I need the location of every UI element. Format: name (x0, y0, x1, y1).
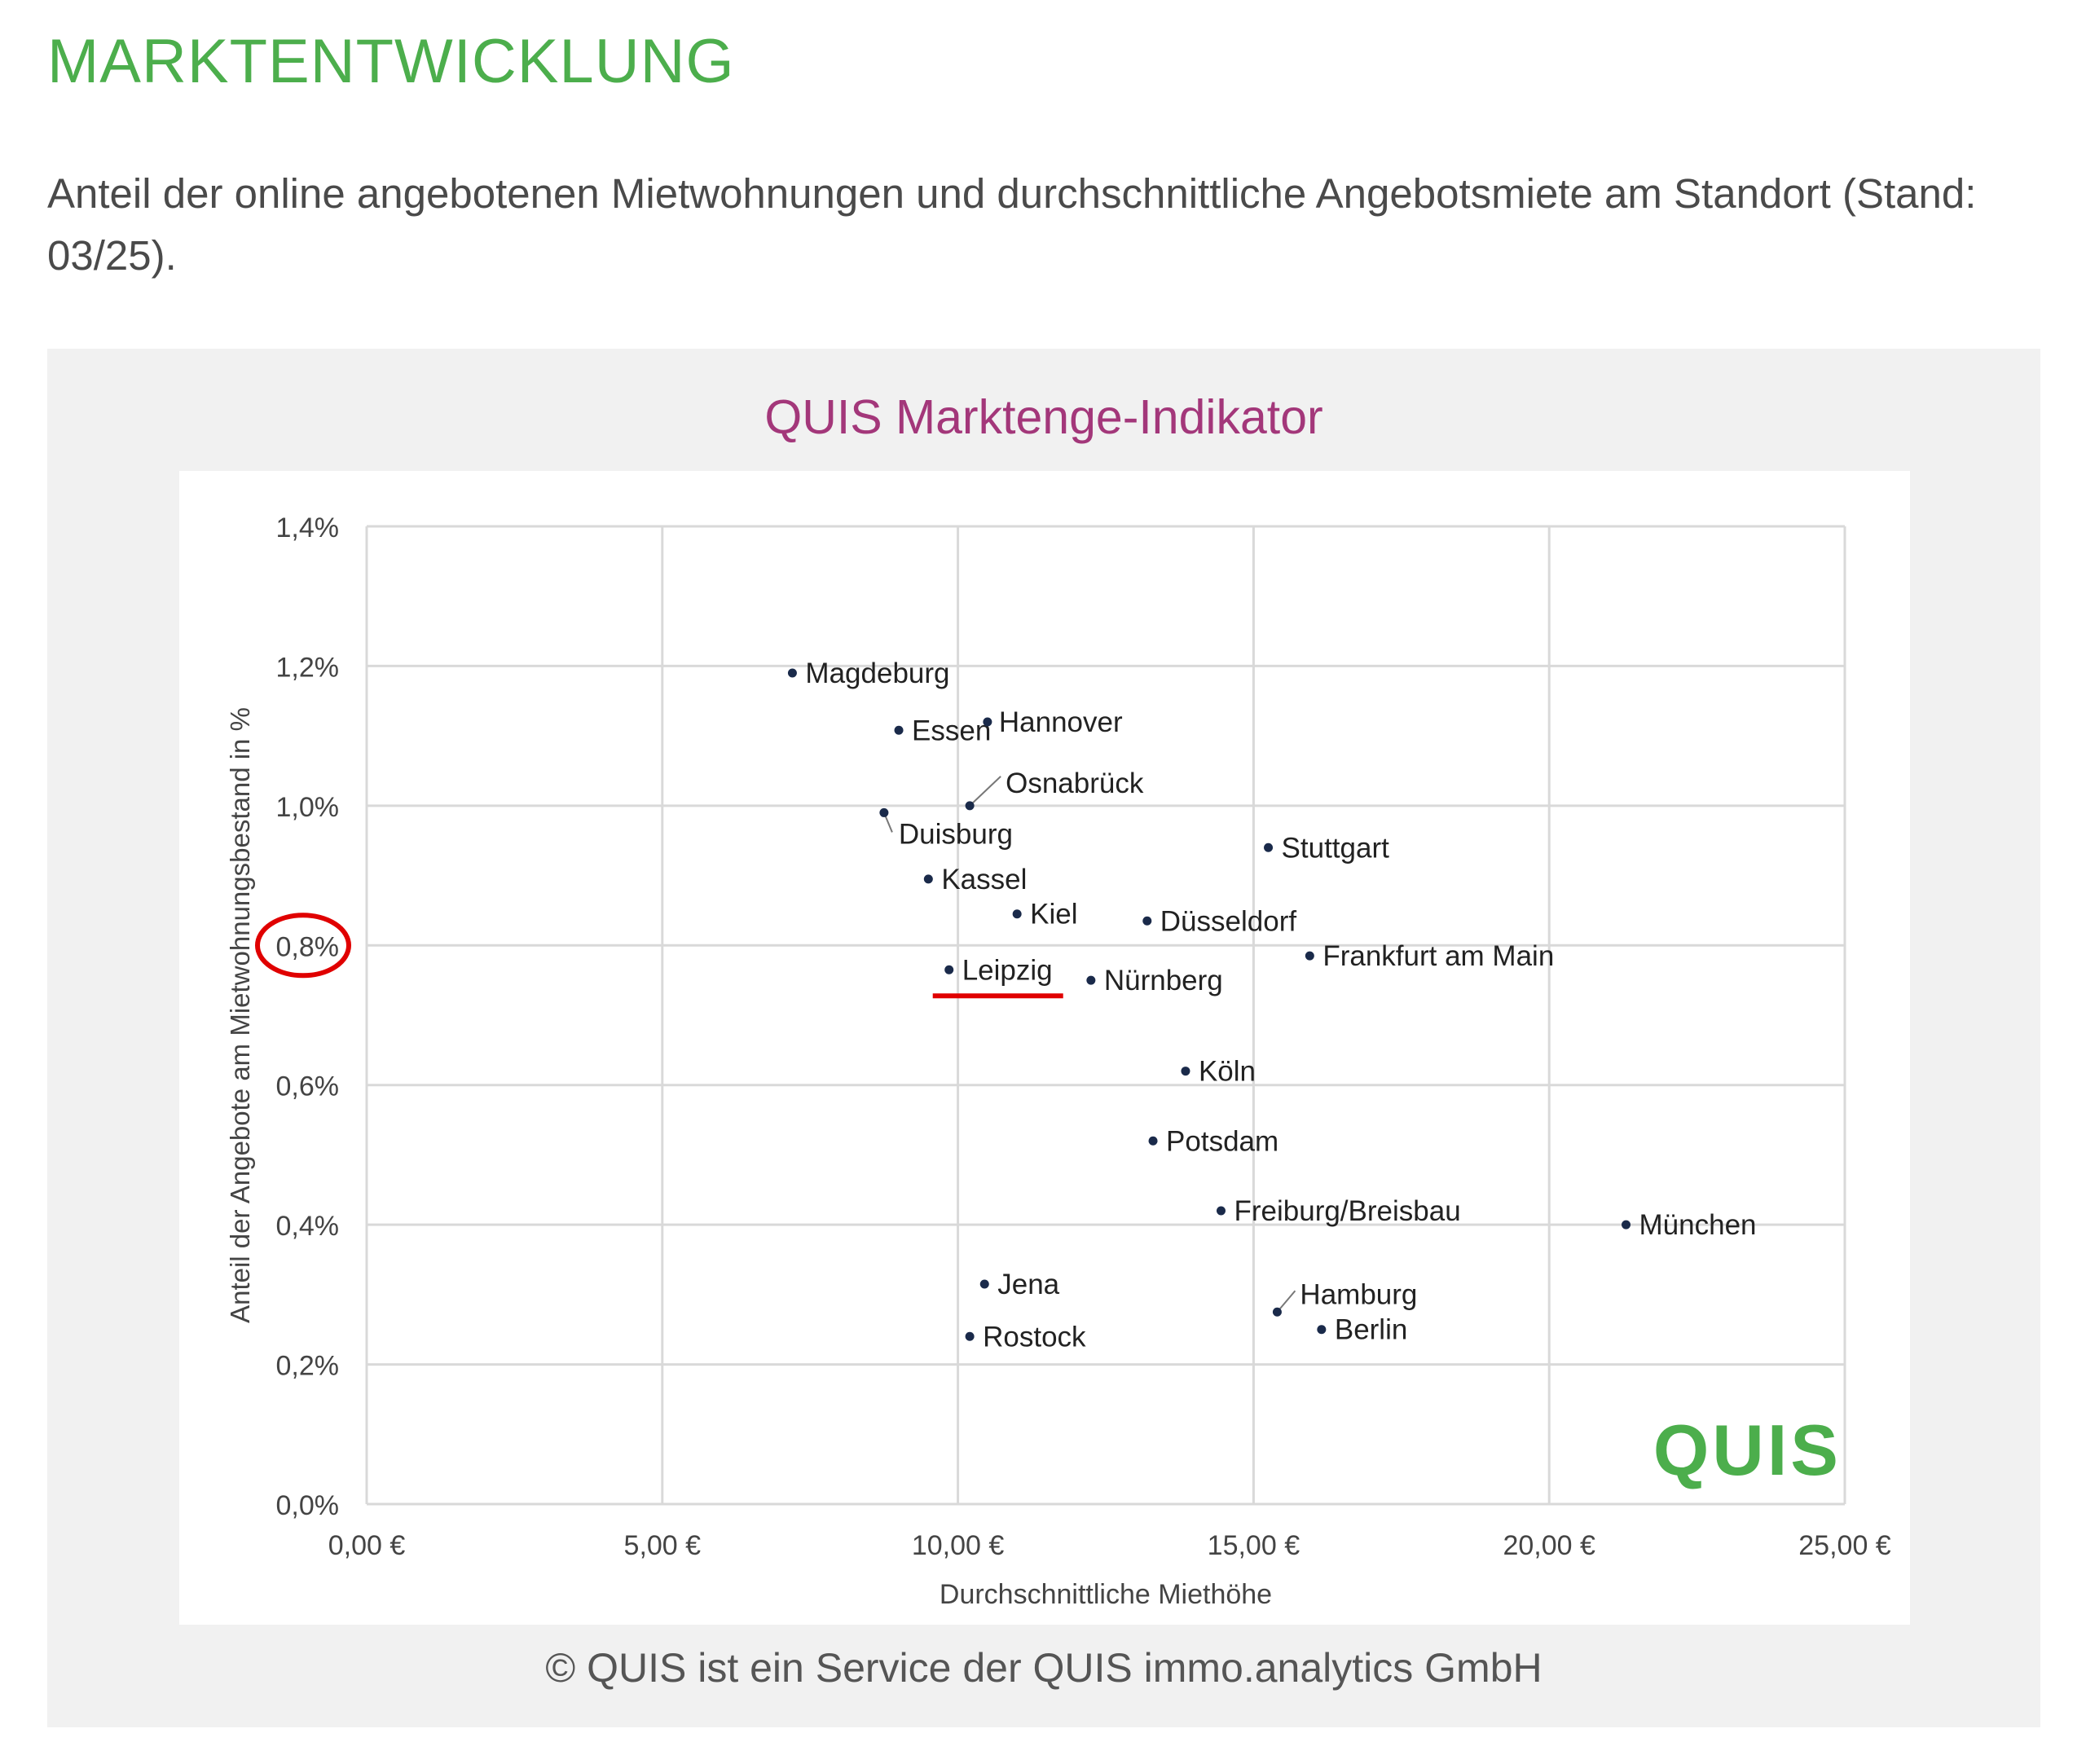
point-label: Kiel (1030, 899, 1077, 930)
y-tick-label: 1,4% (276, 512, 340, 543)
data-point (1264, 842, 1274, 852)
y-axis-title: Anteil der Angebote am Mietwohnungsbesta… (225, 707, 255, 1323)
y-tick-label: 0,0% (276, 1490, 340, 1521)
data-point (965, 1331, 975, 1341)
x-tick-label: 15,00 € (1208, 1530, 1300, 1561)
y-tick-label: 0,4% (276, 1211, 340, 1242)
data-point (979, 1279, 989, 1289)
y-tick-label: 0,2% (276, 1351, 340, 1382)
x-tick-label: 20,00 € (1503, 1530, 1595, 1561)
leader-line (1276, 1290, 1296, 1313)
point-label: Leipzig (962, 954, 1053, 986)
page-heading: MARKTENTWICKLUNG (47, 27, 735, 96)
x-tick-label: 5,00 € (624, 1530, 702, 1561)
point-label: Rostock (983, 1321, 1086, 1353)
data-point (1305, 951, 1314, 961)
data-point (1317, 1325, 1327, 1335)
data-point (1086, 975, 1096, 985)
point-label: Berlin (1335, 1314, 1407, 1346)
x-tick-label: 10,00 € (912, 1530, 1005, 1561)
highlight-circle (255, 913, 351, 979)
point-label: Jena (997, 1269, 1059, 1300)
y-tick-label: 1,0% (276, 792, 340, 823)
point-label: Nürnberg (1104, 965, 1223, 996)
point-label: Osnabrück (1006, 768, 1144, 799)
quis-logo: QUIS (1653, 1410, 1842, 1490)
point-label: Stuttgart (1282, 832, 1390, 864)
scatter-chart: 0,0% 0,2% 0,4% 0,6% 0,8% 1,0% 1,2% 1,4% 0,00 € 5,… (225, 512, 1891, 1610)
y-tick-label: 0,6% (276, 1071, 340, 1102)
leader-line (969, 776, 1001, 807)
point-label: Hamburg (1300, 1278, 1417, 1310)
data-point (1148, 1136, 1158, 1146)
x-axis-title: Durchschnittliche Miethöhe (940, 1579, 1272, 1610)
chart-title: QUIS Marktenge-Indikator (764, 390, 1323, 444)
data-point (1142, 916, 1152, 926)
data-point (965, 801, 975, 811)
point-label: Düsseldorf (1160, 905, 1297, 937)
data-point (1012, 909, 1022, 919)
data-point (923, 874, 933, 884)
data-point (1181, 1067, 1190, 1076)
data-point (787, 668, 797, 678)
data-point (944, 965, 954, 974)
y-tick-label: 1,2% (276, 652, 340, 683)
point-label: Duisburg (899, 818, 1013, 850)
point-label: Potsdam (1166, 1125, 1278, 1157)
point-label: Magdeburg (805, 658, 949, 689)
data-point (879, 807, 889, 817)
data-point (1622, 1220, 1631, 1230)
data-point (1272, 1307, 1282, 1317)
intro-text: Anteil der online angebotenen Mietwohnun… (47, 170, 1977, 279)
data-point (894, 725, 904, 735)
x-tick-label: 25,00 € (1798, 1530, 1891, 1561)
point-label: Freiburg/Breisbau (1234, 1195, 1460, 1227)
point-label: Frankfurt am Main (1322, 940, 1554, 972)
y-tick-label: 0,8% (276, 931, 340, 962)
plot-area: 0,0% 0,2% 0,4% 0,6% 0,8% 1,0% 1,2% 1,4% 0,00 € 5,… (179, 471, 1910, 1625)
point-label: Essen (912, 715, 991, 746)
data-point (1216, 1206, 1226, 1216)
chart-panel: QUIS Marktenge-Indikator 0,0% 0,2% 0,4% 0,6… (47, 349, 2040, 1727)
point-label: Hannover (999, 706, 1123, 738)
point-label: Köln (1199, 1056, 1256, 1088)
copyright-footer: © QUIS ist ein Service der QUIS immo.ana… (545, 1645, 1542, 1691)
x-tick-label: 0,00 € (328, 1530, 406, 1561)
data-point (983, 717, 992, 727)
point-label: Kassel (941, 864, 1027, 895)
point-label: München (1639, 1209, 1757, 1241)
